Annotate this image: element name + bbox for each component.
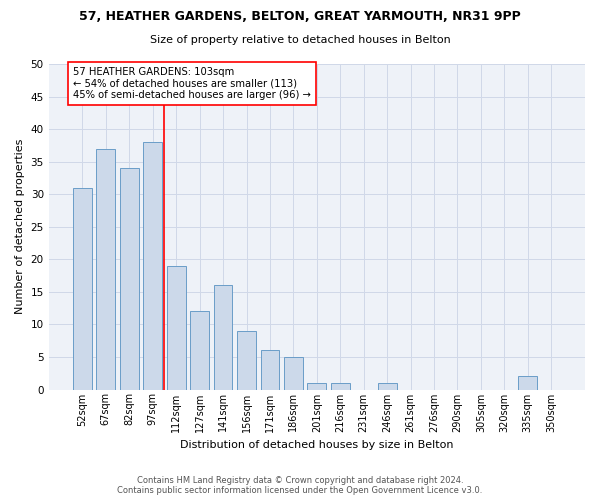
Bar [214, 286, 232, 390]
Y-axis label: Number of detached properties: Number of detached properties [15, 139, 25, 314]
Bar [237, 331, 256, 390]
Text: Contains HM Land Registry data © Crown copyright and database right 2024.
Contai: Contains HM Land Registry data © Crown c… [118, 476, 482, 495]
Bar [284, 357, 303, 390]
Text: 57 HEATHER GARDENS: 103sqm
← 54% of detached houses are smaller (113)
45% of sem: 57 HEATHER GARDENS: 103sqm ← 54% of deta… [73, 68, 311, 100]
Bar [331, 383, 350, 390]
X-axis label: Distribution of detached houses by size in Belton: Distribution of detached houses by size … [180, 440, 454, 450]
Bar [378, 383, 397, 390]
Text: 57, HEATHER GARDENS, BELTON, GREAT YARMOUTH, NR31 9PP: 57, HEATHER GARDENS, BELTON, GREAT YARMO… [79, 10, 521, 23]
Bar [120, 168, 139, 390]
Text: Size of property relative to detached houses in Belton: Size of property relative to detached ho… [149, 35, 451, 45]
Bar [307, 383, 326, 390]
Bar [73, 188, 92, 390]
Bar [518, 376, 537, 390]
Bar [97, 148, 115, 390]
Bar [260, 350, 280, 390]
Bar [190, 312, 209, 390]
Bar [167, 266, 185, 390]
Bar [143, 142, 162, 390]
